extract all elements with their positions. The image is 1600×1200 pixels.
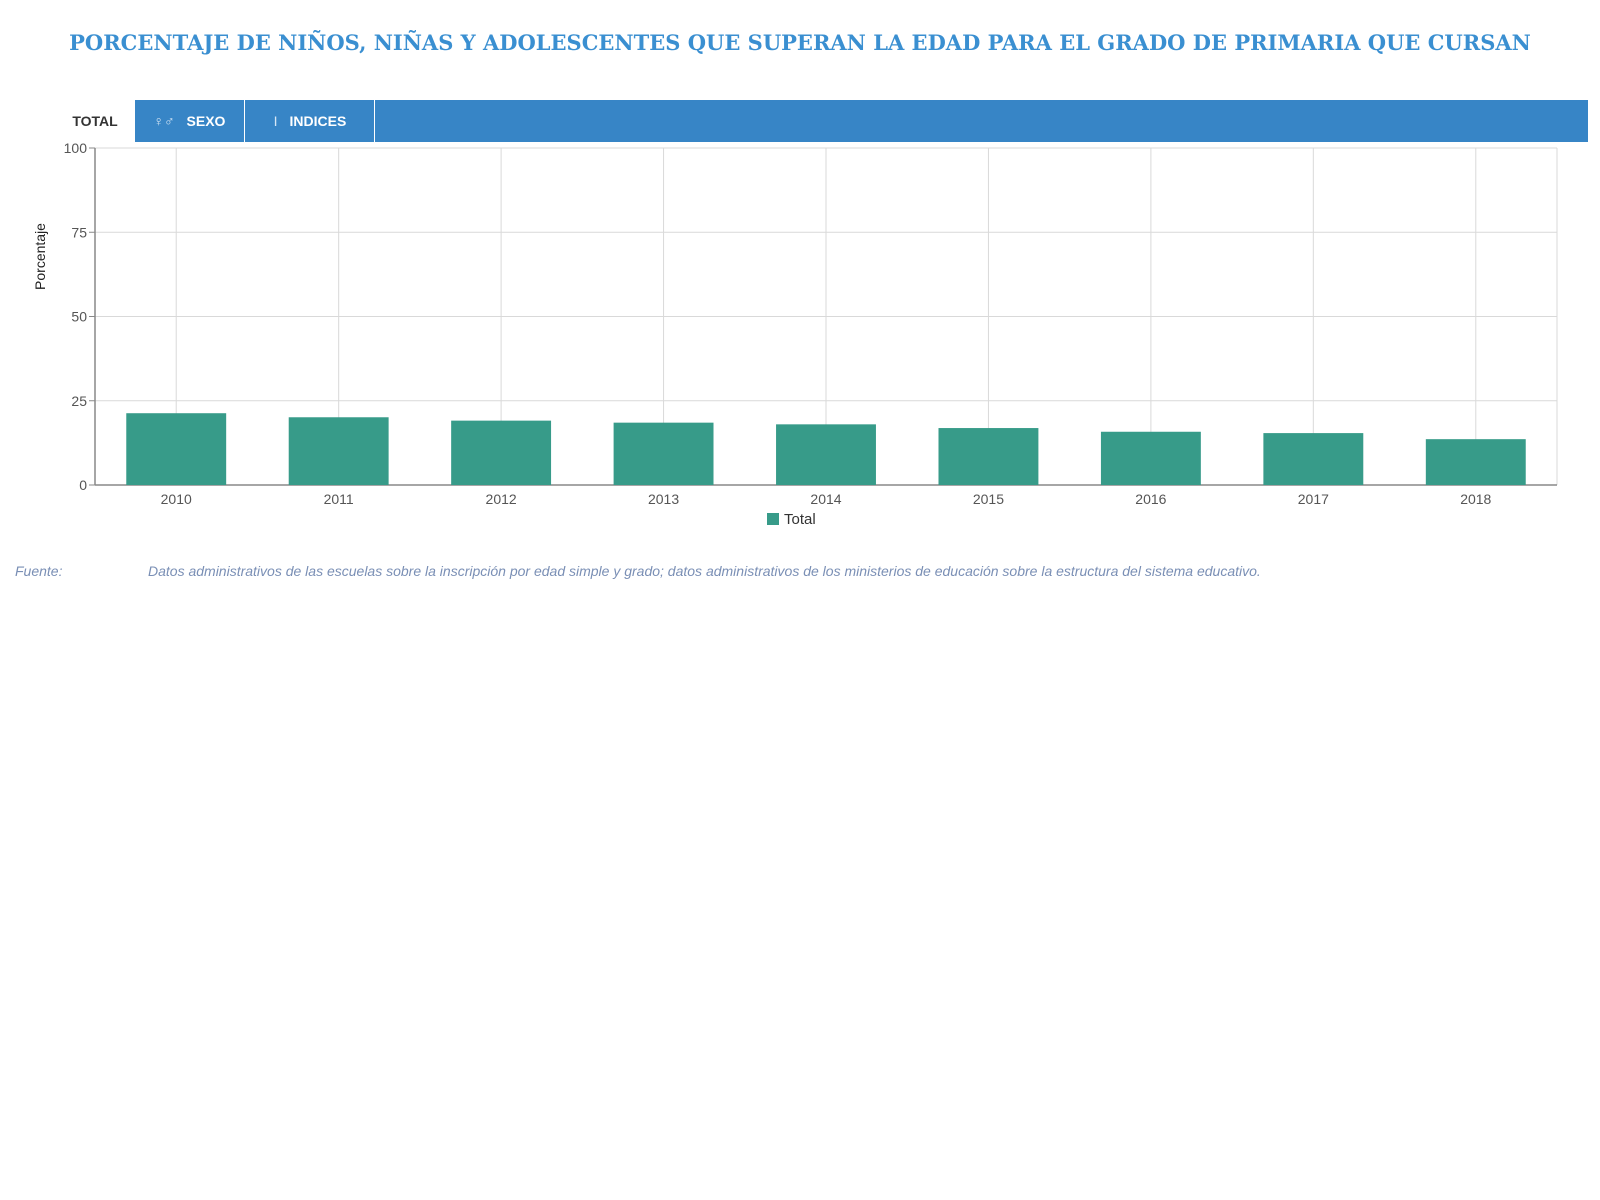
x-tick-label: 2017	[1298, 491, 1329, 507]
x-tick-label: 2012	[486, 491, 517, 507]
bar-2010[interactable]	[126, 413, 227, 485]
tab-bar: TOTAL ♀♂ SEXO Ι INDICES	[55, 100, 1588, 142]
bar-2014[interactable]	[776, 424, 876, 485]
source-text: Datos administrativos de las escuelas so…	[148, 563, 1261, 579]
x-tick-label: 2013	[648, 491, 679, 507]
y-tick-label: 0	[79, 477, 87, 493]
y-tick-label: 100	[64, 142, 88, 156]
bar-chart: 0 25 50 75 100 2010 2011 2012 2013 2014 2015 2016 20…	[32, 142, 1558, 528]
tab-sexo-label: SEXO	[186, 113, 226, 129]
x-tick-label: 2014	[810, 491, 841, 507]
tab-indices[interactable]: Ι INDICES	[246, 100, 375, 142]
bar-2013[interactable]	[613, 422, 714, 485]
bar-2018[interactable]	[1425, 439, 1526, 485]
bar-2015[interactable]	[938, 428, 1039, 485]
x-tick-label: 2011	[324, 491, 354, 507]
bar-2011[interactable]	[288, 417, 389, 485]
tab-indices-label: INDICES	[289, 113, 347, 129]
y-axis-label: Porcentaje	[32, 223, 48, 290]
tab-sexo[interactable]: ♀♂ SEXO	[135, 100, 245, 142]
tab-total-label: TOTAL	[72, 113, 118, 129]
x-tick-label: 2015	[973, 491, 1004, 507]
source-label: Fuente:	[15, 563, 63, 579]
x-tick-label: 2016	[1135, 491, 1166, 507]
bar-2012[interactable]	[451, 420, 552, 485]
y-tick-label: 25	[71, 393, 87, 409]
bar-2016[interactable]	[1100, 431, 1201, 485]
bar-2017[interactable]	[1263, 433, 1364, 485]
y-tick-label: 75	[71, 224, 87, 240]
x-tick-label: 2010	[161, 491, 192, 507]
legend-label: Total	[784, 511, 816, 528]
y-tick-label: 50	[71, 309, 87, 325]
x-tick-label: 2018	[1460, 491, 1491, 507]
gender-icon: ♀♂	[153, 113, 175, 129]
index-icon: Ι	[273, 113, 278, 129]
tab-total[interactable]: TOTAL	[55, 100, 135, 142]
chart-title: PORCENTAJE DE NIÑOS, NIÑAS Y ADOLESCENTE…	[69, 30, 1531, 55]
legend-swatch	[767, 513, 779, 525]
